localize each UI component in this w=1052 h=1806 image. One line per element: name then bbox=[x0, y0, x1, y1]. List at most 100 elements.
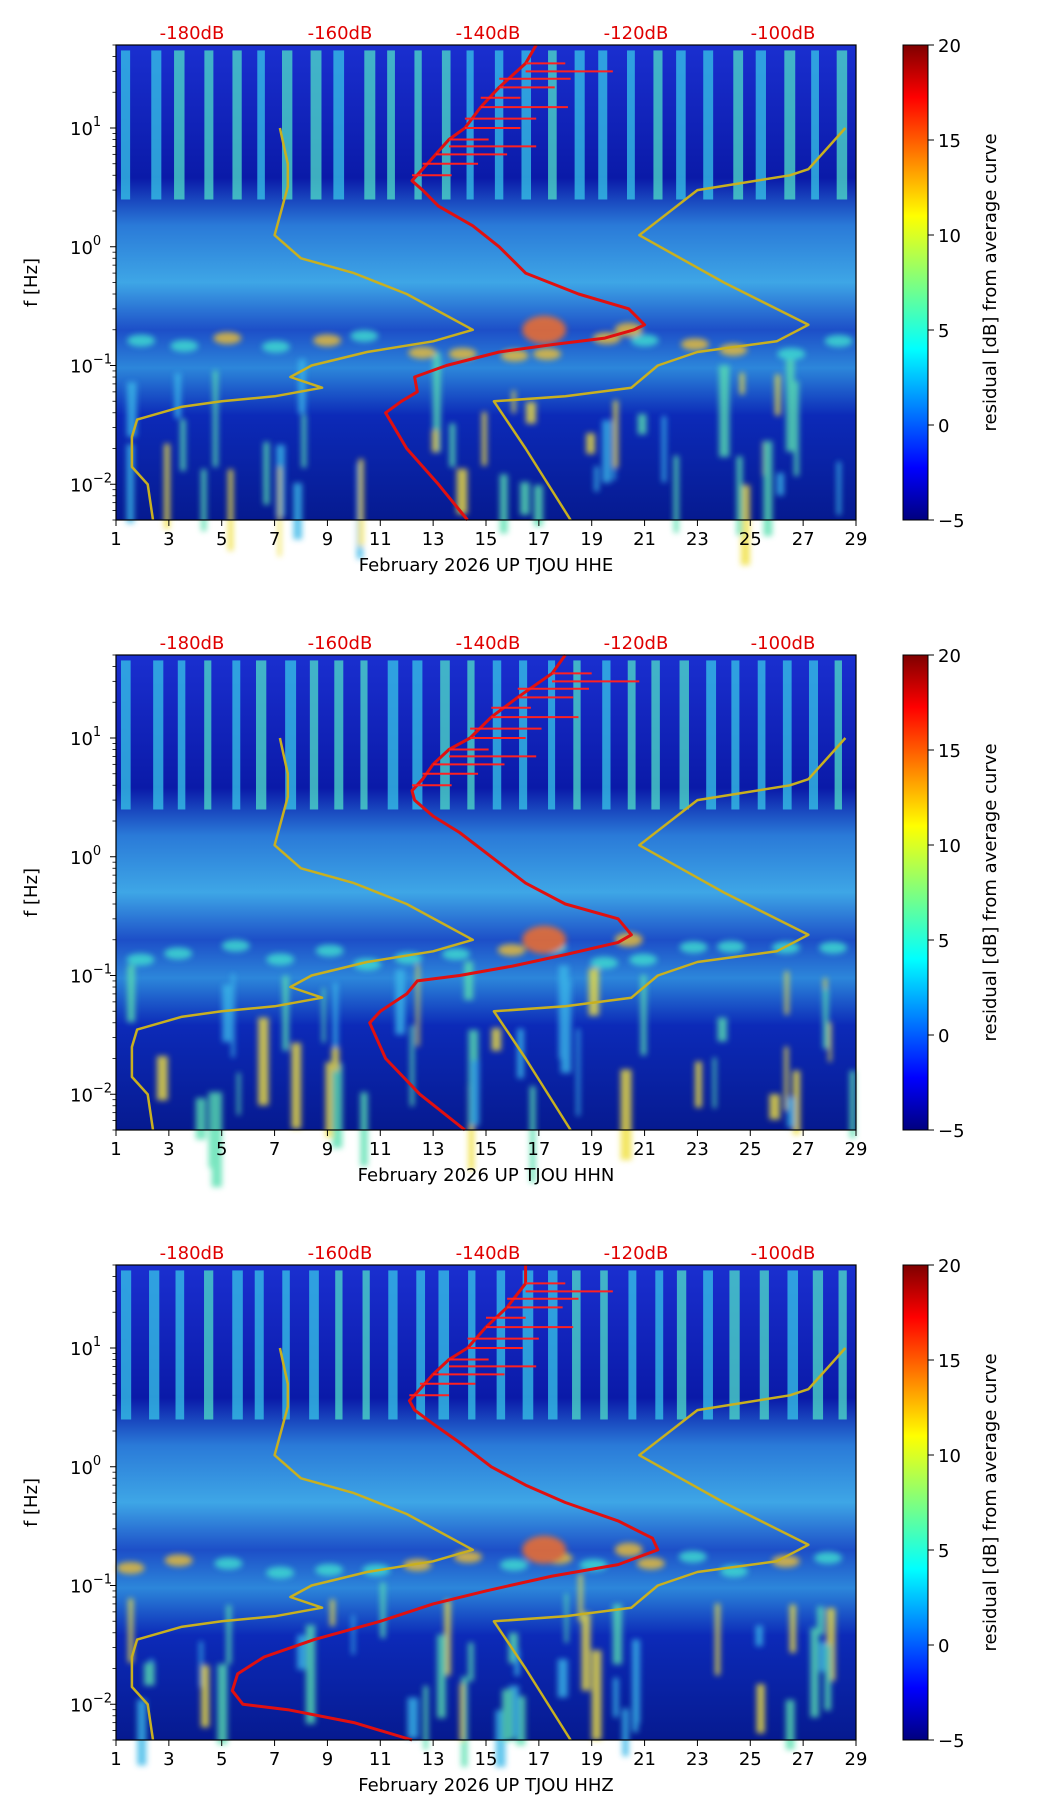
colorbar-tick-label: 5 bbox=[938, 931, 949, 952]
x-tick-label: 25 bbox=[739, 1749, 762, 1770]
x-tick-label: 7 bbox=[269, 1749, 280, 1770]
day-stripe bbox=[204, 1270, 214, 1420]
x-tick-label: 17 bbox=[527, 1139, 550, 1160]
energy-streak bbox=[330, 1599, 335, 1627]
day-stripe bbox=[706, 660, 717, 810]
x-tick-label: 1 bbox=[110, 1139, 121, 1160]
x-tick-label: 13 bbox=[422, 1749, 445, 1770]
day-stripe bbox=[651, 660, 660, 810]
day-stripe bbox=[574, 50, 585, 200]
day-stripe bbox=[120, 660, 131, 810]
microseism-blob bbox=[590, 956, 619, 969]
x-tick-label: 15 bbox=[475, 529, 498, 550]
microseism-blob bbox=[630, 334, 659, 347]
energy-streak bbox=[195, 1098, 207, 1140]
day-stripe bbox=[782, 660, 792, 810]
energy-streak bbox=[586, 433, 595, 454]
x-tick-label: 23 bbox=[686, 529, 709, 550]
microseism-blob bbox=[777, 348, 806, 361]
day-stripe bbox=[466, 50, 474, 200]
colorbar-tick-label: 0 bbox=[938, 1026, 949, 1047]
day-stripe bbox=[309, 660, 319, 810]
day-stripe bbox=[281, 50, 293, 200]
microseism-blob bbox=[636, 1557, 665, 1570]
x-tick-label: 19 bbox=[580, 1749, 603, 1770]
y-tick-label: 100 bbox=[70, 1454, 101, 1479]
day-stripe bbox=[387, 660, 399, 810]
x-tick-label: 23 bbox=[686, 1139, 709, 1160]
x-tick-label: 21 bbox=[633, 529, 656, 550]
day-stripe bbox=[174, 50, 185, 200]
energy-streak bbox=[516, 1696, 526, 1746]
energy-streak bbox=[508, 1632, 519, 1664]
top-db-label: -160dB bbox=[308, 633, 373, 654]
top-db-label: -100dB bbox=[751, 1243, 816, 1264]
energy-streak bbox=[787, 1097, 795, 1128]
microseism-blob bbox=[824, 335, 853, 348]
day-stripe bbox=[309, 1270, 319, 1420]
heatmap-blobs bbox=[126, 925, 856, 1188]
colorbar bbox=[902, 44, 929, 521]
day-stripe bbox=[414, 50, 422, 200]
day-stripe bbox=[834, 660, 842, 810]
x-tick-label: 13 bbox=[422, 1139, 445, 1160]
day-stripe bbox=[441, 50, 451, 200]
x-tick-label: 3 bbox=[163, 529, 174, 550]
x-tick-label: 17 bbox=[527, 529, 550, 550]
day-stripe bbox=[548, 1270, 558, 1420]
heatmap-stripes bbox=[120, 1270, 847, 1420]
y-tick-label: 100 bbox=[70, 234, 101, 259]
top-db-label: -140dB bbox=[456, 23, 521, 44]
energy-streak bbox=[449, 423, 456, 467]
energy-streak bbox=[217, 1664, 228, 1745]
energy-streak bbox=[325, 1062, 333, 1138]
hot-spot bbox=[614, 932, 643, 947]
energy-streak bbox=[836, 461, 841, 515]
day-stripe bbox=[787, 1270, 799, 1420]
energy-streak bbox=[789, 1604, 796, 1653]
energy-streak bbox=[786, 352, 795, 452]
day-stripe bbox=[521, 50, 532, 200]
microseism-blob bbox=[500, 1558, 529, 1571]
day-stripe bbox=[494, 50, 504, 200]
microseism-blob bbox=[453, 1550, 482, 1563]
energy-streak bbox=[358, 459, 364, 546]
energy-streak bbox=[776, 472, 784, 496]
microseism-blob bbox=[679, 941, 708, 954]
energy-streak bbox=[529, 1086, 536, 1183]
energy-streak bbox=[640, 974, 647, 1056]
energy-streak bbox=[468, 1642, 474, 1682]
energy-streak bbox=[395, 969, 406, 1035]
colorbar-tick-label: 15 bbox=[938, 741, 961, 762]
series-olive-curve-right bbox=[492, 737, 847, 1131]
energy-streak bbox=[673, 455, 679, 533]
x-tick-label: 13 bbox=[422, 529, 445, 550]
energy-streak bbox=[481, 412, 487, 466]
colorbar-tick-label: 20 bbox=[938, 646, 961, 667]
day-stripe bbox=[387, 50, 395, 200]
heatmap-stripes bbox=[120, 50, 848, 200]
top-db-label: -100dB bbox=[751, 633, 816, 654]
microseism-blob bbox=[819, 941, 848, 954]
microseism-blob bbox=[448, 347, 477, 360]
energy-streak bbox=[301, 414, 307, 468]
microseism-blob bbox=[116, 1561, 145, 1574]
energy-streak bbox=[792, 1070, 801, 1135]
top-db-label: -120dB bbox=[604, 1243, 669, 1264]
energy-streak bbox=[736, 456, 743, 536]
energy-streak bbox=[594, 466, 599, 492]
day-stripe bbox=[204, 660, 212, 810]
x-tick-label: 11 bbox=[369, 1139, 392, 1160]
energy-streak bbox=[464, 961, 474, 1000]
x-tick-label: 7 bbox=[269, 1139, 280, 1160]
x-tick-label: 5 bbox=[216, 1749, 227, 1770]
energy-streak bbox=[612, 1604, 622, 1665]
microseism-blob bbox=[350, 330, 379, 343]
x-tick-label: 29 bbox=[845, 1139, 868, 1160]
energy-streak bbox=[810, 1627, 819, 1718]
energy-streak bbox=[407, 1697, 419, 1739]
hot-spot bbox=[614, 1542, 643, 1557]
energy-streak bbox=[263, 442, 270, 505]
colorbar bbox=[902, 1264, 929, 1741]
